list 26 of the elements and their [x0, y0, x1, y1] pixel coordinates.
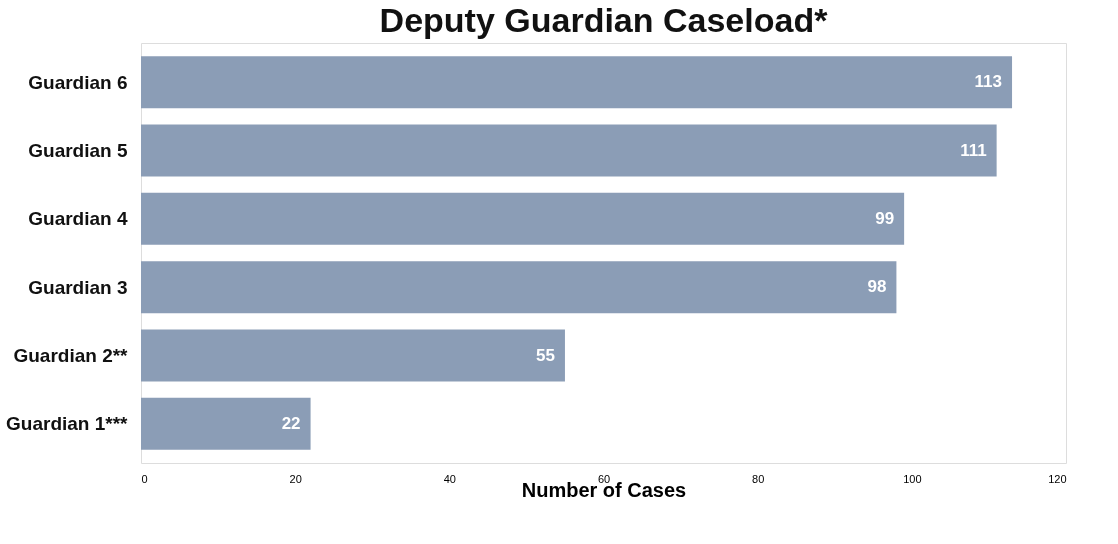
x-tick-label: 40	[443, 472, 456, 485]
data-label: 55	[536, 345, 555, 365]
x-tick-label: 20	[289, 472, 302, 485]
bar	[141, 192, 905, 245]
data-label: 98	[867, 277, 887, 297]
y-tick-label: Guardian 1***	[6, 413, 129, 435]
data-label: 111	[960, 140, 987, 160]
x-tick-label: 0	[141, 472, 148, 485]
y-tick-label: Guardian 2**	[13, 345, 129, 366]
y-tick-label: Guardian 6	[28, 71, 128, 93]
data-label: 99	[875, 208, 895, 228]
y-tick-label: Guardian 5	[28, 140, 128, 161]
bar	[141, 329, 565, 382]
x-tick-label: 120	[1048, 472, 1067, 485]
chart-title: Deputy Guardian Caseload*	[379, 1, 829, 39]
bar	[141, 397, 311, 450]
x-tick-label: 100	[903, 472, 922, 485]
data-label: 113	[974, 72, 1003, 92]
data-label: 22	[281, 413, 301, 433]
y-tick-label: Guardian 4	[28, 208, 128, 230]
bar	[141, 124, 997, 177]
y-tick-label: Guardian 3	[28, 276, 128, 298]
bar	[141, 261, 897, 314]
bar	[141, 56, 1013, 109]
x-tick-label: 60	[597, 472, 611, 485]
x-tick-label: 80	[752, 472, 765, 485]
